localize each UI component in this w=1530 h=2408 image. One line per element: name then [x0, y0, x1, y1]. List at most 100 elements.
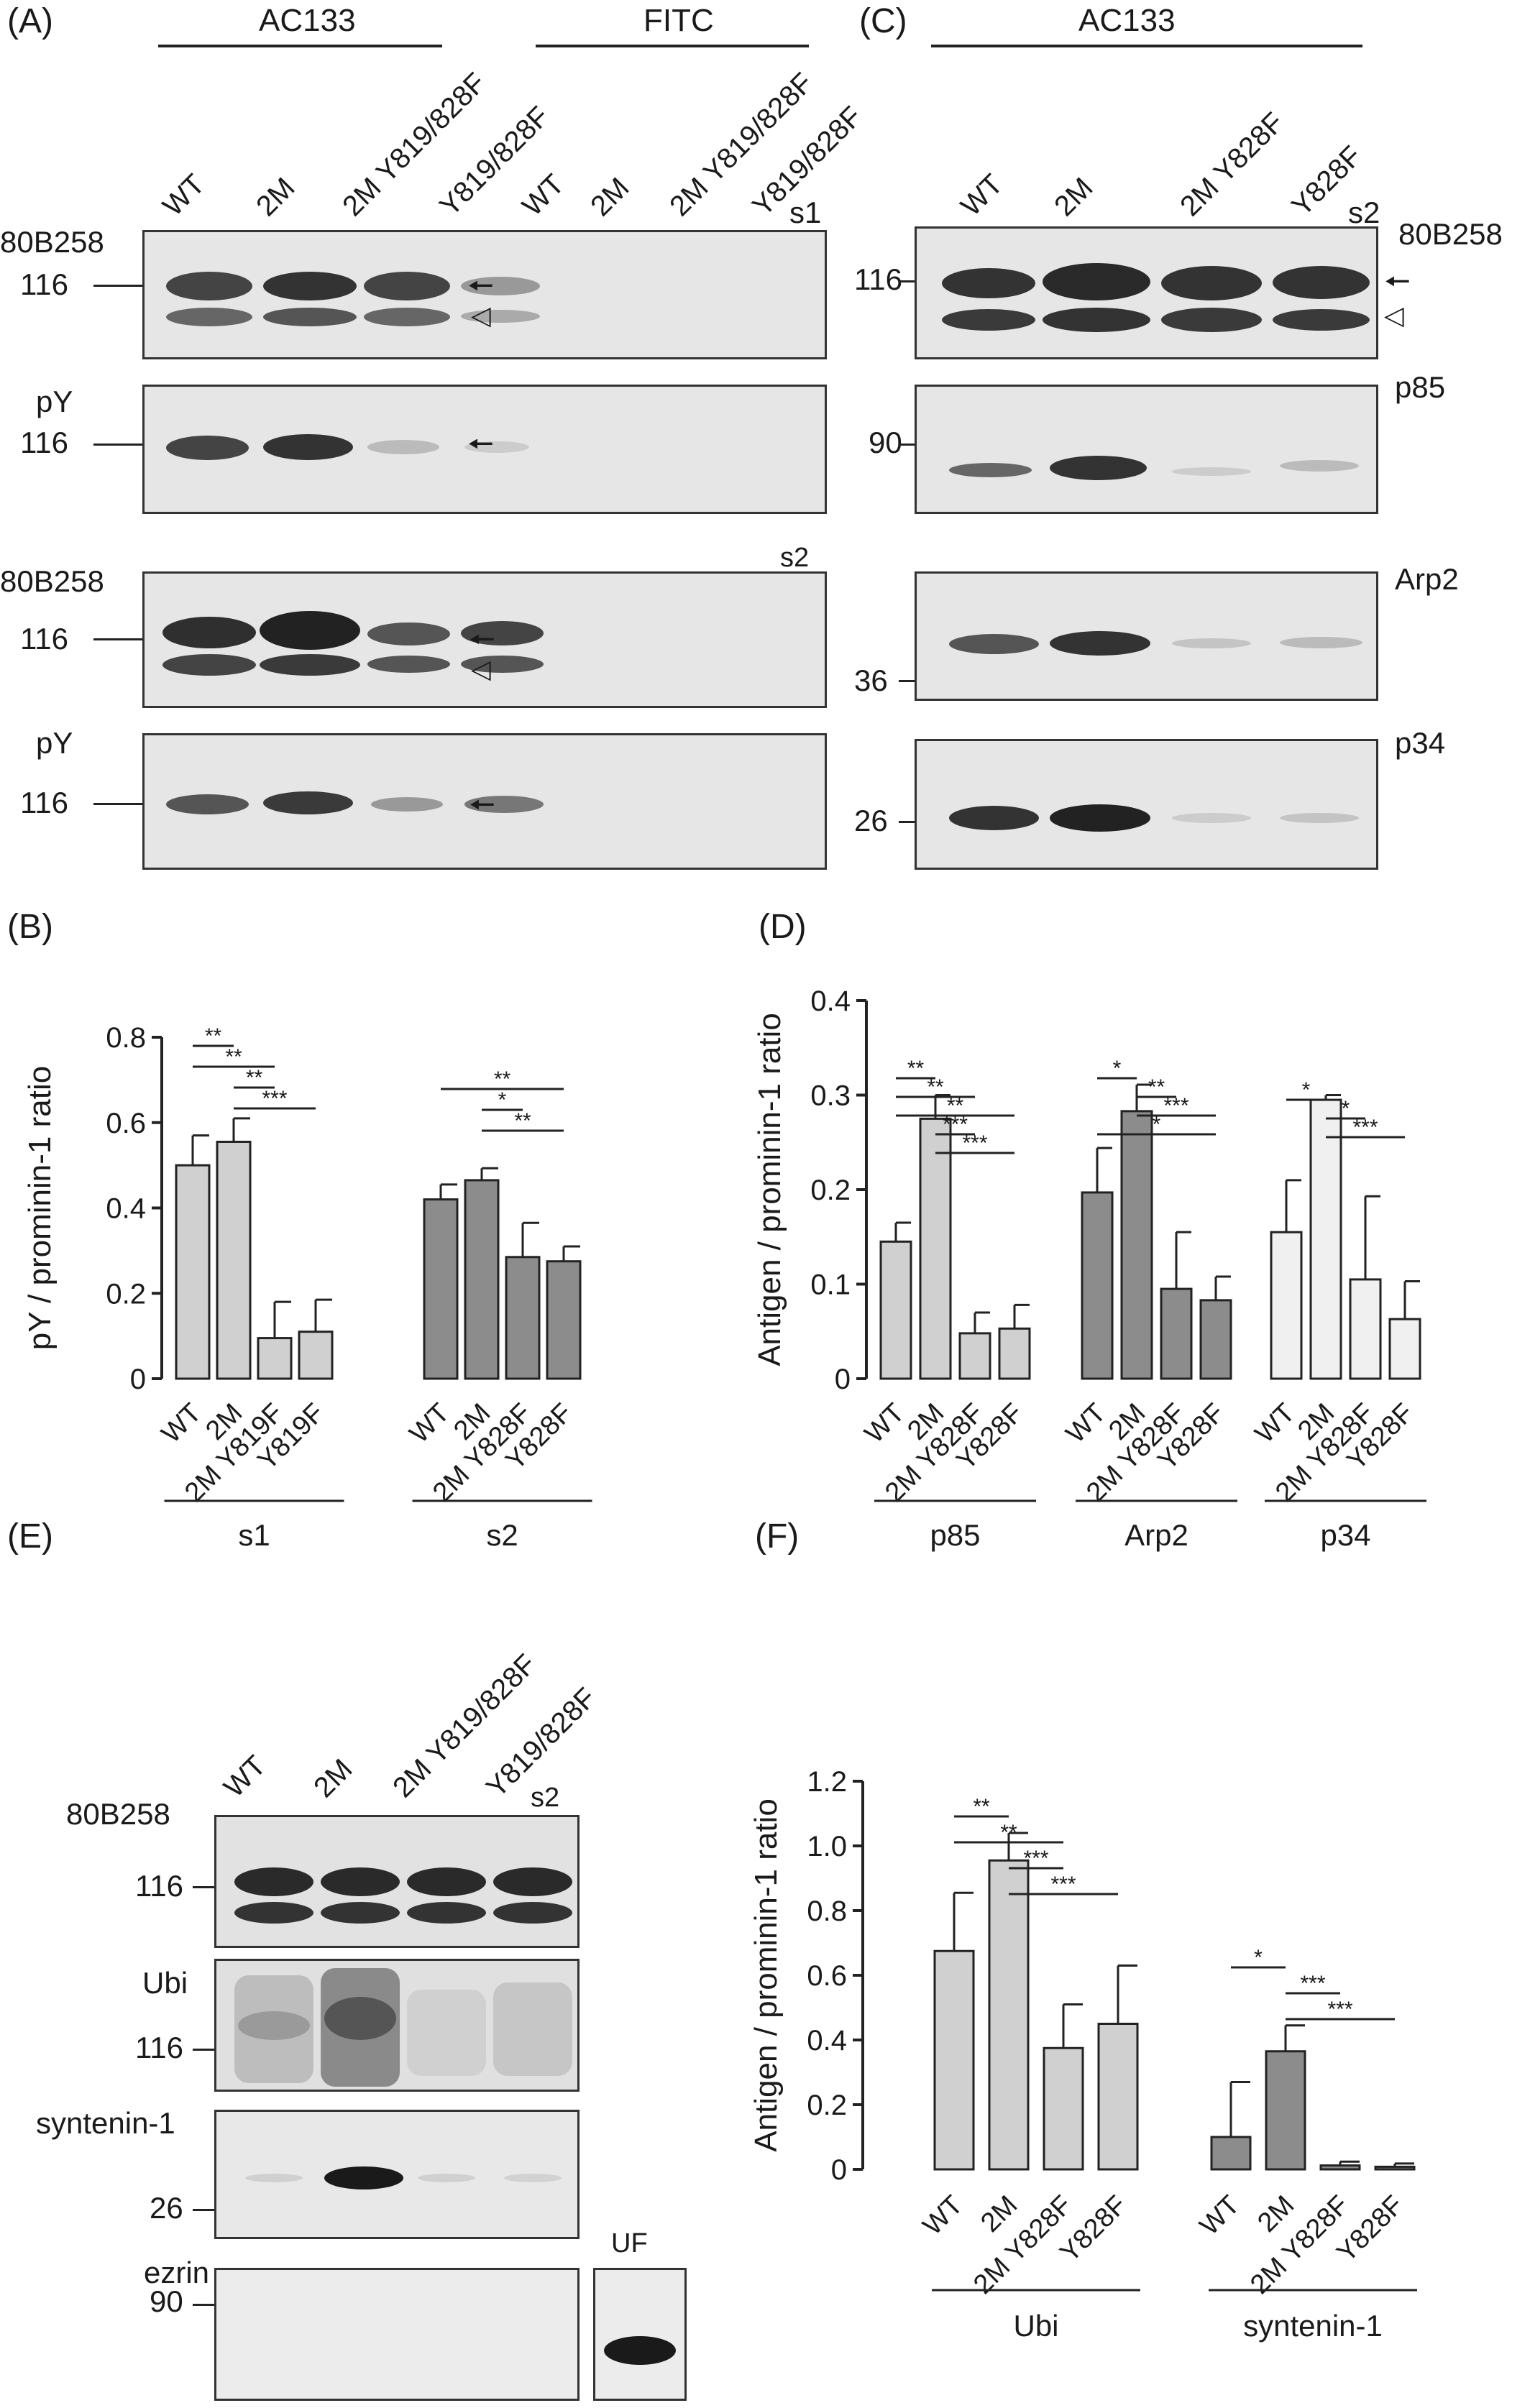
panel-a-fitc-bracket: [536, 45, 809, 47]
mw-tick: [899, 444, 917, 446]
panel-e-mw-label: 116: [135, 2031, 183, 2064]
significance-label: *: [1153, 1113, 1161, 1136]
mw-tick: [899, 821, 917, 823]
bar: [1319, 2164, 1361, 2171]
category-label: WT: [404, 1398, 455, 1449]
bar: [1097, 2023, 1139, 2171]
category-label: WT: [156, 1398, 207, 1449]
significance-label: ***: [1163, 1094, 1188, 1118]
panel-e-mw-label: 90: [150, 2284, 183, 2318]
bar: [464, 1179, 500, 1380]
panel-e-antibody-label: ezrin: [144, 2256, 210, 2289]
panel-a-blot-py-s1: [142, 385, 827, 514]
significance-label: ***: [1327, 1998, 1352, 2021]
panel-a-group-ac133: AC133: [259, 3, 356, 38]
panel-a-blot-tag: s2: [780, 543, 810, 573]
panel-a-blot-py-s2: [142, 733, 827, 870]
panel-c-antibody-label: p34: [1395, 726, 1446, 760]
panel-c-antibody-label: p85: [1395, 370, 1446, 404]
panel-b-label: (B): [7, 908, 53, 946]
category-label: WT: [917, 2190, 968, 2241]
significance-label: *: [1342, 1097, 1350, 1121]
panel-f-label: (F): [755, 1517, 800, 1555]
significance-label: **: [1148, 1075, 1165, 1099]
significance-label: *: [1254, 1946, 1263, 1970]
y-tick-label: 0.1: [810, 1269, 851, 1301]
significance-label: ***: [1352, 1116, 1378, 1139]
mw-tick: [193, 2304, 216, 2306]
mw-tick: [193, 2209, 216, 2211]
mw-tick: [93, 285, 144, 287]
y-tick-label: 0.6: [807, 1960, 847, 1992]
significance-label: ***: [1300, 1972, 1325, 1995]
y-tick-label: 1.0: [807, 1831, 847, 1862]
y-tick-label: 0: [130, 1364, 146, 1395]
panel-a-antibody-label: pY: [36, 726, 73, 760]
panel-d-label: (D): [759, 908, 807, 946]
y-tick-label: 0: [835, 1364, 851, 1395]
group-label: Arp2: [1124, 1518, 1188, 1552]
significance-label: **: [927, 1075, 944, 1099]
bar: [1199, 1299, 1232, 1380]
bar: [1043, 2046, 1084, 2171]
panel-e-antibody-label: syntenin-1: [36, 2106, 175, 2140]
y-tick-label: 0.2: [106, 1278, 146, 1310]
bar: [1265, 2050, 1306, 2171]
panel-a-blot-80b258-s2: [142, 571, 827, 708]
y-axis-label: Antigen / prominin-1 ratio: [752, 1013, 787, 1366]
bar: [423, 1198, 459, 1380]
bar: [879, 1240, 912, 1380]
panel-a-mw-label: 116: [20, 267, 68, 301]
panel-a-label: (A): [7, 2, 53, 40]
mw-tick: [93, 638, 144, 640]
mw-tick: [899, 680, 917, 682]
bar: [1210, 2136, 1252, 2171]
panel-c-blot-arp2: [915, 571, 1378, 701]
significance-label: ***: [962, 1131, 987, 1155]
panel-a-mw-label: 116: [20, 786, 68, 819]
bar: [1309, 1098, 1342, 1380]
significance-label: ***: [262, 1087, 287, 1111]
panel-a-blot-80b258-s1: [142, 230, 827, 359]
panel-a-antibody-label: 80B258: [0, 564, 104, 598]
panel-e-mw-label: 116: [135, 1869, 183, 1903]
y-tick-label: 0.4: [810, 985, 851, 1017]
panel-c-label: (C): [859, 2, 907, 40]
significance-label: **: [907, 1057, 925, 1080]
y-axis-label: pY / prominin-1 ratio: [22, 1066, 58, 1350]
panel-e-blot-ezrin-uf: [593, 2268, 687, 2401]
panel-a-mw-label: 116: [20, 426, 68, 459]
y-tick-label: 1.2: [807, 1766, 847, 1798]
panel-c-antibody-label: 80B258: [1398, 217, 1503, 251]
bar: [257, 1337, 293, 1380]
panel-c-ac133-bracket: [931, 45, 1362, 47]
significance-label: *: [1302, 1078, 1311, 1102]
panel-c-antibody-label: Arp2: [1395, 562, 1459, 596]
significance-label: **: [205, 1024, 222, 1048]
panel-e-antibody-label: Ubi: [142, 1966, 188, 2000]
bar: [998, 1327, 1031, 1380]
mw-tick: [193, 1886, 216, 1888]
panel-c-mw-label: 90: [869, 426, 902, 459]
panel-a-group-fitc: FITC: [643, 3, 714, 38]
panel-c-blot-p34: [915, 739, 1378, 870]
significance-label: **: [1000, 1821, 1017, 1844]
arrow-icon: 🠔: [469, 622, 495, 656]
mw-tick: [93, 444, 144, 446]
significance-label: **: [225, 1045, 242, 1069]
bar: [505, 1256, 541, 1380]
open-arrowhead-icon: ◁: [1384, 300, 1404, 330]
panel-c-blot-80b258: [915, 226, 1378, 359]
mw-tick: [899, 280, 917, 282]
panel-e-label: (E): [7, 1517, 53, 1555]
y-tick-label: 0.3: [810, 1080, 851, 1112]
bar: [175, 1164, 211, 1380]
panel-c-blot-tag: s2: [1348, 196, 1380, 229]
bar: [298, 1331, 334, 1380]
group-label: syntenin-1: [1243, 2309, 1383, 2343]
category-label: WT: [1194, 2190, 1245, 2241]
significance-label: **: [973, 1795, 990, 1819]
significance-label: ***: [943, 1113, 968, 1136]
group-label: s1: [238, 1518, 270, 1552]
